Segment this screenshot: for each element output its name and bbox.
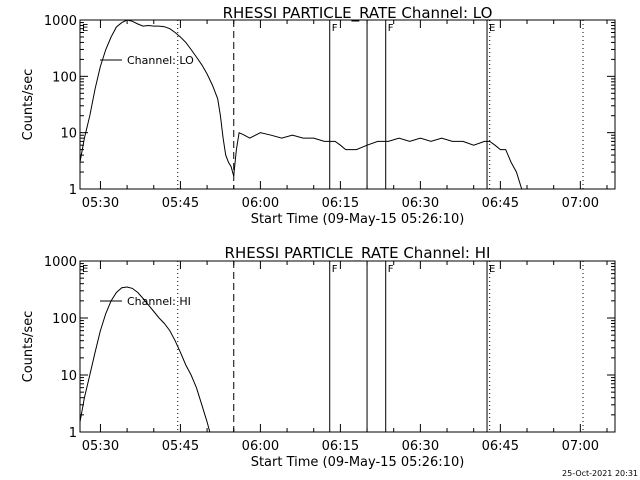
x-axis-label: Start Time (09-May-15 05:26:10) <box>251 212 465 227</box>
y-tick-label: 10 <box>60 127 77 142</box>
y-tick-label: 1 <box>69 183 77 198</box>
x-tick-label: 06:45 <box>482 196 519 211</box>
y-tick-label: 10 <box>60 369 77 384</box>
y-tick-label: 1000 <box>44 255 77 270</box>
legend-label: Channel: LO <box>127 54 194 67</box>
marker-label: E <box>489 23 495 34</box>
hi-channel-panel: RHESSI PARTICLE_RATE Channel: HI Counts/s… <box>21 244 616 470</box>
y-tick-label: 100 <box>52 70 77 85</box>
x-tick-label: 06:30 <box>402 196 439 211</box>
corner-marker-label: E <box>82 264 88 275</box>
x-tick-label: 05:45 <box>162 439 199 454</box>
x-axis-label: Start Time (09-May-15 05:26:10) <box>251 455 465 470</box>
series-line <box>79 286 211 433</box>
marker-label: F <box>388 264 394 275</box>
footer-timestamp: 25-Oct-2021 20:31 <box>562 469 638 478</box>
y-tick-label: 1 <box>69 426 77 441</box>
x-tick-label: 07:00 <box>562 439 599 454</box>
x-tick-label: 06:30 <box>402 439 439 454</box>
x-tick-label: 05:45 <box>162 196 199 211</box>
marker-label: E <box>489 264 495 275</box>
x-tick-label: 06:45 <box>482 439 519 454</box>
y-axis-label: Counts/sec <box>21 311 36 383</box>
marker-label: F <box>332 264 338 275</box>
x-tick-label: 06:15 <box>322 196 359 211</box>
marker-label: F <box>388 23 394 34</box>
plot-frame <box>79 260 616 433</box>
x-tick-label: 06:00 <box>242 196 279 211</box>
y-tick-label: 100 <box>52 312 77 327</box>
x-tick-label: 05:30 <box>82 439 119 454</box>
corner-marker-label: E <box>82 23 88 34</box>
plot-frame <box>79 19 616 190</box>
x-tick-label: 07:00 <box>562 196 599 211</box>
x-tick-label: 05:30 <box>82 196 119 211</box>
chart-title: RHESSI PARTICLE_RATE Channel: LO <box>223 4 493 23</box>
x-tick-label: 06:00 <box>242 439 279 454</box>
marker-label: F <box>332 23 338 34</box>
x-tick-label: 06:15 <box>322 439 359 454</box>
legend-label: Channel: HI <box>127 295 191 308</box>
series-line <box>79 19 586 190</box>
lo-channel-panel: RHESSI PARTICLE_RATE Channel: LO Counts/s… <box>21 4 616 227</box>
y-axis-label: Counts/sec <box>21 69 36 141</box>
chart-title: RHESSI PARTICLE_RATE Channel: HI <box>225 244 491 263</box>
y-tick-label: 1000 <box>44 14 77 29</box>
